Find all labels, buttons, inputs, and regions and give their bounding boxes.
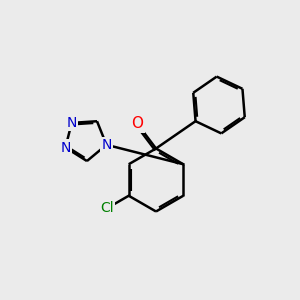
Text: N: N <box>101 138 112 152</box>
Text: O: O <box>131 116 143 131</box>
Text: Cl: Cl <box>100 201 114 215</box>
Text: N: N <box>67 116 77 130</box>
Text: N: N <box>60 140 70 154</box>
